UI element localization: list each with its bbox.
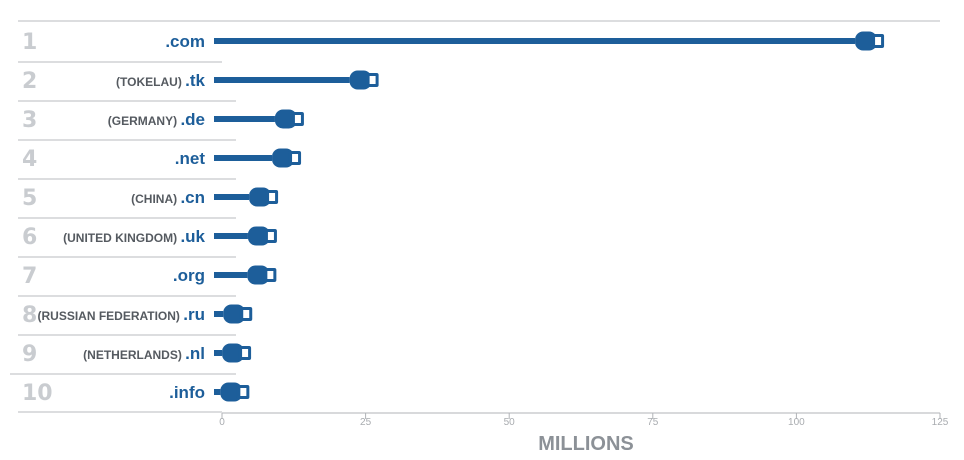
bar-cable — [214, 311, 224, 317]
usb-plug-slot — [369, 76, 376, 84]
bar-cable — [214, 194, 250, 200]
bar-cable — [214, 38, 856, 44]
rank-label: 9 — [22, 342, 37, 367]
tld-label: (GERMANY) .de — [108, 110, 205, 129]
tld-name: .com — [165, 32, 205, 51]
row-separators — [10, 20, 940, 413]
bar-cable — [214, 77, 350, 83]
bar-series — [214, 31, 885, 402]
usb-plug-slot — [267, 232, 274, 240]
bar-cable — [214, 155, 273, 161]
x-tick-label: 0 — [219, 417, 225, 428]
tld-name: .ru — [183, 305, 205, 324]
usb-plug-slot — [242, 349, 249, 357]
rank-label: 1 — [22, 30, 37, 55]
x-axis-title: MILLIONS — [538, 433, 634, 455]
tld-label: (NETHERLANDS) .nl — [83, 344, 205, 363]
tld-label: (UNITED KINGDOM) .uk — [63, 227, 205, 246]
bar-cable — [214, 389, 221, 395]
usb-plug-slot — [240, 388, 247, 396]
rank-label: 10 — [22, 381, 53, 406]
tld-label: .info — [169, 383, 205, 402]
tld-name: .tk — [185, 71, 205, 90]
country-label: (TOKELAU) — [116, 75, 185, 89]
tld-label: (CHINA) .cn — [131, 188, 205, 207]
rank-label: 6 — [22, 225, 37, 250]
x-tick-label: 100 — [788, 417, 805, 428]
country-label: (GERMANY) — [108, 114, 181, 128]
tld-name: .nl — [185, 344, 205, 363]
country-label: (RUSSIAN FEDERATION) — [37, 309, 183, 323]
bar-cable — [214, 116, 275, 122]
usb-plug-slot — [267, 271, 274, 279]
country-label: (NETHERLANDS) — [83, 348, 185, 362]
tld-label: (RUSSIAN FEDERATION) .ru — [37, 305, 205, 324]
rank-label: 7 — [22, 264, 37, 289]
tld-name: .uk — [180, 227, 205, 246]
usb-plug-slot — [269, 193, 276, 201]
rank-label: 8 — [22, 303, 37, 328]
rank-label: 4 — [22, 147, 37, 172]
x-tick-label: 75 — [647, 417, 659, 428]
bar-cable — [214, 350, 223, 356]
bar-cable — [214, 233, 248, 239]
x-axis: 0 25 50 75 100 125 — [219, 412, 949, 428]
rank-label: 5 — [22, 186, 37, 211]
row-labels: 1 .com 2 (TOKELAU) .tk 3 (GERMANY) .de 4 .net 5 (… — [22, 30, 206, 406]
usb-plug-slot — [875, 37, 882, 45]
usb-plug-slot — [292, 154, 299, 162]
rank-label: 3 — [22, 108, 37, 133]
country-label: (UNITED KINGDOM) — [63, 231, 180, 245]
tld-label: .net — [175, 149, 206, 168]
usb-plug-slot — [294, 115, 301, 123]
tld-name: .de — [180, 110, 205, 129]
x-tick-label: 25 — [360, 417, 372, 428]
usb-plug-slot — [243, 310, 250, 318]
tld-name: .net — [175, 149, 206, 168]
tld-label: .org — [173, 266, 205, 285]
tld-name: .cn — [180, 188, 205, 207]
x-tick-label: 125 — [932, 417, 949, 428]
x-tick-label: 50 — [504, 417, 516, 428]
tld-label: (TOKELAU) .tk — [116, 71, 205, 90]
country-label: (CHINA) — [131, 192, 180, 206]
tld-name: .org — [173, 266, 205, 285]
tld-name: .info — [169, 383, 205, 402]
tld-label: .com — [165, 32, 205, 51]
rank-label: 2 — [22, 69, 37, 94]
bar-cable — [214, 272, 248, 278]
